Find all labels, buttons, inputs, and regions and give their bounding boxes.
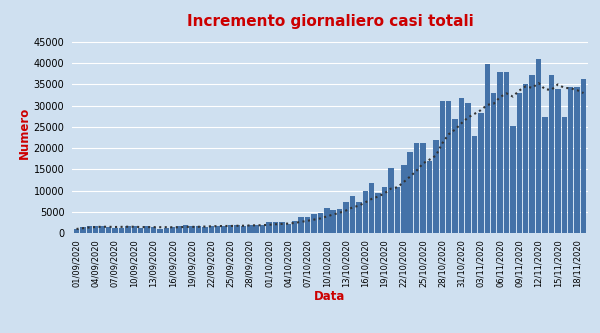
Bar — [529, 75, 535, 233]
Bar — [80, 227, 86, 233]
Bar — [86, 226, 92, 233]
Bar — [382, 187, 387, 233]
Bar — [209, 226, 214, 233]
Bar — [298, 217, 304, 233]
Bar — [112, 228, 118, 233]
Bar — [356, 202, 362, 233]
Bar — [241, 226, 246, 233]
Bar — [247, 225, 253, 233]
Bar — [253, 225, 259, 233]
Bar — [407, 152, 413, 233]
Bar — [421, 143, 426, 233]
Bar — [504, 72, 509, 233]
Bar — [472, 136, 477, 233]
Bar — [196, 226, 201, 233]
Bar — [523, 84, 529, 233]
Bar — [395, 187, 400, 233]
Bar — [279, 222, 284, 233]
Bar — [157, 229, 163, 233]
Bar — [286, 223, 291, 233]
X-axis label: Data: Data — [314, 290, 346, 303]
Bar — [568, 87, 574, 233]
Y-axis label: Numero: Numero — [18, 107, 31, 159]
Bar — [138, 228, 143, 233]
Bar — [189, 226, 195, 233]
Bar — [376, 193, 381, 233]
Bar — [234, 224, 239, 233]
Bar — [433, 140, 439, 233]
Bar — [510, 126, 515, 233]
Bar — [317, 213, 323, 233]
Bar — [305, 217, 310, 233]
Bar — [440, 101, 445, 233]
Bar — [536, 59, 541, 233]
Bar — [170, 227, 175, 233]
Bar — [491, 93, 496, 233]
Bar — [176, 226, 182, 233]
Bar — [292, 221, 298, 233]
Bar — [388, 168, 394, 233]
Bar — [260, 225, 265, 233]
Bar — [362, 190, 368, 233]
Bar — [485, 64, 490, 233]
Bar — [266, 222, 272, 233]
Bar — [337, 209, 343, 233]
Bar — [548, 75, 554, 233]
Bar — [459, 98, 464, 233]
Bar — [555, 89, 560, 233]
Bar — [131, 226, 137, 233]
Bar — [465, 103, 471, 233]
Bar — [562, 117, 567, 233]
Bar — [215, 225, 220, 233]
Bar — [273, 222, 278, 233]
Bar — [151, 227, 156, 233]
Bar — [446, 101, 451, 233]
Bar — [350, 196, 355, 233]
Bar — [401, 165, 407, 233]
Bar — [100, 226, 105, 233]
Bar — [221, 225, 227, 233]
Bar — [581, 79, 586, 233]
Bar — [125, 226, 131, 233]
Bar — [119, 228, 124, 233]
Bar — [202, 227, 208, 233]
Bar — [106, 227, 112, 233]
Title: Incremento giornaliero casi totali: Incremento giornaliero casi totali — [187, 14, 473, 29]
Bar — [324, 208, 329, 233]
Bar — [164, 228, 169, 233]
Bar — [228, 225, 233, 233]
Bar — [517, 93, 522, 233]
Bar — [331, 210, 336, 233]
Bar — [478, 113, 484, 233]
Bar — [93, 226, 98, 233]
Bar — [452, 119, 458, 233]
Bar — [574, 87, 580, 233]
Bar — [369, 183, 374, 233]
Bar — [542, 117, 548, 233]
Bar — [343, 202, 349, 233]
Bar — [145, 226, 150, 233]
Bar — [414, 143, 419, 233]
Bar — [497, 72, 503, 233]
Bar — [74, 229, 79, 233]
Bar — [311, 214, 317, 233]
Bar — [427, 161, 432, 233]
Bar — [183, 225, 188, 233]
